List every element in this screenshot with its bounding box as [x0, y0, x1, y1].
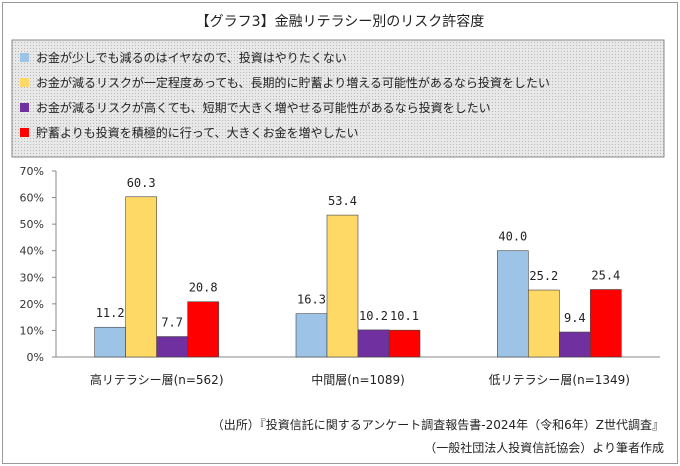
bar [187, 301, 219, 358]
data-label: 7.7 [161, 316, 183, 330]
data-label: 25.2 [529, 269, 558, 283]
source-line-2: （一般社団法人投資信託協会）より筆者作成 [424, 440, 664, 455]
bar [295, 313, 328, 358]
y-tick-label: 0% [27, 351, 44, 364]
data-label: 20.8 [189, 281, 218, 295]
y-tick-label: 10% [20, 324, 44, 337]
legend-swatch [20, 128, 29, 137]
legend-box [11, 39, 665, 158]
y-tick-label: 30% [20, 271, 44, 284]
category-label: 低リテラシー層(n=1349) [489, 373, 630, 387]
bar [559, 331, 591, 358]
chart-title: 【グラフ3】金融リテラシー別のリスク許容度 [196, 13, 485, 30]
bar [388, 329, 421, 358]
bar [497, 250, 529, 358]
bar [357, 329, 390, 358]
bar [156, 336, 188, 358]
legend-label: 貯蓄よりも投資を積極的に行って、大きくお金を増やしたい [36, 125, 359, 140]
y-tick-label: 20% [20, 298, 44, 311]
y-tick-label: 50% [20, 218, 44, 231]
legend-label: お金が少しでも減るのはイヤなので、投資はやりたくない [36, 50, 347, 65]
bar [590, 289, 622, 358]
bar [125, 196, 157, 358]
legend-swatch [20, 103, 29, 112]
data-label: 53.4 [328, 194, 357, 208]
bar [94, 326, 126, 358]
y-tick-label: 40% [20, 245, 44, 258]
category-label: 高リテラシー層(n=562) [90, 372, 224, 387]
source-line-1: （出所）『投資信託に関するアンケート調査報告書-2024年（令和6年）Z世代調査… [212, 417, 664, 432]
data-label: 60.3 [127, 176, 156, 190]
data-label: 11.2 [96, 306, 125, 320]
legend: お金が少しでも減るのはイヤなので、投資はやりたくないお金が減るリスクが一定程度あ… [20, 50, 550, 140]
data-label: 10.2 [359, 309, 388, 323]
data-label: 10.1 [390, 309, 419, 323]
y-tick-label: 60% [20, 192, 44, 205]
data-label: 25.4 [591, 269, 620, 283]
legend-swatch [20, 53, 29, 62]
data-label: 40.0 [498, 230, 527, 244]
category-label: 中間層(n=1089) [311, 372, 405, 387]
legend-label: お金が減るリスクが一定程度あっても、長期的に貯蓄より増える可能性があるなら投資を… [36, 75, 550, 90]
bars: 11.2 60.3 7.7 20.8 16.3 53.4 10.2 10.1 40.0 25.2 9… [94, 176, 622, 358]
bar [528, 289, 560, 358]
data-label: 9.4 [564, 311, 586, 325]
legend-label: お金が減るリスクが高くても、短期で大きく増やせる可能性があるなら投資をしたい [36, 100, 491, 115]
bar [326, 214, 359, 358]
legend-swatch [20, 78, 29, 87]
y-tick-label: 70% [20, 165, 44, 178]
data-label: 16.3 [297, 293, 326, 307]
x-axis: 高リテラシー層(n=562) 中間層(n=1089) 低リテラシー層(n=1349) [90, 372, 630, 387]
